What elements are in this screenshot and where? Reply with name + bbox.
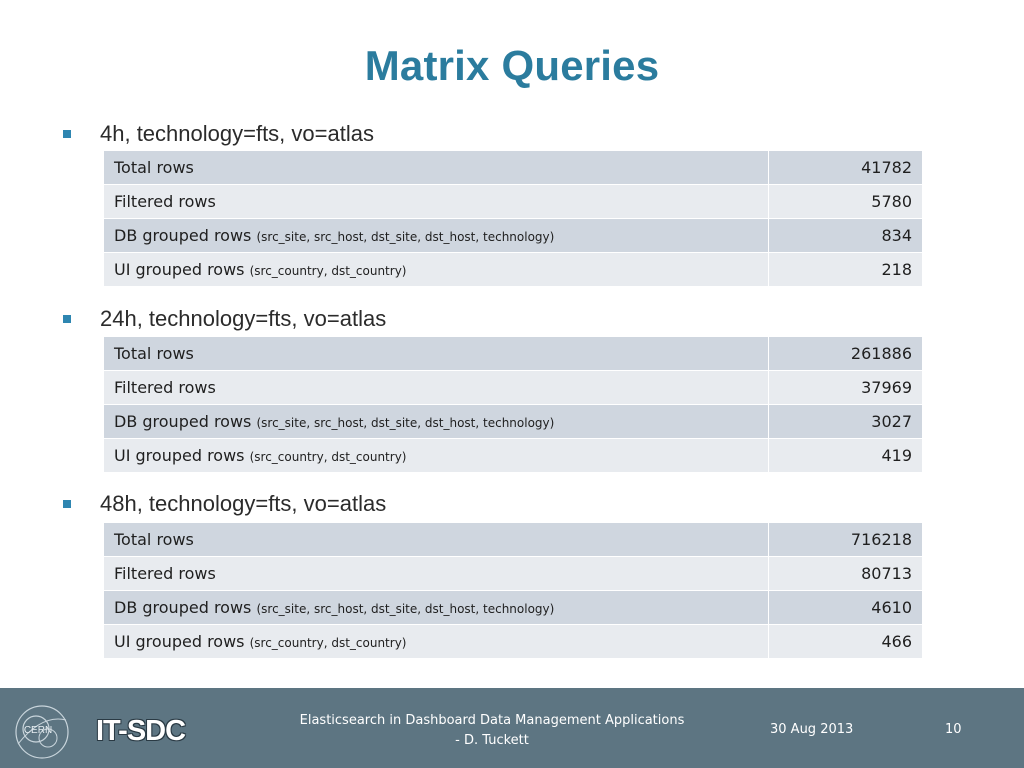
row-value: 4610 — [768, 590, 923, 625]
table-row: DB grouped rows (src_site, src_host, dst… — [103, 218, 923, 253]
row-detail: (src_site, src_host, dst_site, dst_host,… — [256, 416, 555, 430]
row-detail: (src_country, dst_country) — [249, 450, 407, 464]
row-value: 5780 — [768, 184, 923, 219]
footer-author: - D. Tuckett — [455, 733, 529, 748]
row-label-cell: Filtered rows — [103, 556, 769, 591]
cern-logo-icon: CERN — [15, 705, 69, 759]
section-heading: 4h, technology=fts, vo=atlas — [100, 121, 374, 146]
table-row: Filtered rows 80713 — [103, 556, 923, 591]
cern-logo-text: CERN — [24, 725, 52, 736]
row-detail: (src_site, src_host, dst_site, dst_host,… — [256, 602, 555, 616]
row-label-cell: DB grouped rows (src_site, src_host, dst… — [103, 590, 769, 625]
table-row: UI grouped rows (src_country, dst_countr… — [103, 624, 923, 659]
row-label: Filtered rows — [114, 564, 216, 583]
row-label: DB grouped rows — [114, 598, 252, 617]
row-label-cell: UI grouped rows (src_country, dst_countr… — [103, 624, 769, 659]
row-label: UI grouped rows — [114, 260, 245, 279]
page-number: 10 — [945, 722, 962, 737]
row-label: Filtered rows — [114, 378, 216, 397]
row-label: Filtered rows — [114, 192, 216, 211]
section-heading: 48h, technology=fts, vo=atlas — [100, 491, 387, 516]
stats-table: Total rows 261886 Filtered rows 37969 DB… — [103, 336, 923, 473]
row-label-cell: Total rows — [103, 150, 769, 185]
row-label: UI grouped rows — [114, 446, 245, 465]
table-row: UI grouped rows (src_country, dst_countr… — [103, 252, 923, 287]
row-label-cell: DB grouped rows (src_site, src_host, dst… — [103, 404, 769, 439]
row-value: 261886 — [768, 336, 923, 371]
row-label-cell: Filtered rows — [103, 184, 769, 219]
row-value: 716218 — [768, 522, 923, 557]
table-row: Total rows 716218 — [103, 522, 923, 557]
footer-presentation-info: Elasticsearch in Dashboard Data Manageme… — [272, 711, 712, 751]
slide-footer: CERN IT-SDC Elasticsearch in Dashboard D… — [0, 688, 1024, 768]
row-label: Total rows — [114, 530, 194, 549]
row-value: 419 — [768, 438, 923, 473]
row-detail: (src_site, src_host, dst_site, dst_host,… — [256, 230, 555, 244]
table-row: UI grouped rows (src_country, dst_countr… — [103, 438, 923, 473]
slide-title: Matrix Queries — [364, 42, 660, 89]
square-bullet-icon — [63, 500, 71, 508]
row-value: 41782 — [768, 150, 923, 185]
row-value: 218 — [768, 252, 923, 287]
table-row: Filtered rows 5780 — [103, 184, 923, 219]
row-label: Total rows — [114, 158, 194, 177]
row-label-cell: DB grouped rows (src_site, src_host, dst… — [103, 218, 769, 253]
row-value: 3027 — [768, 404, 923, 439]
square-bullet-icon — [63, 315, 71, 323]
row-label-cell: Total rows — [103, 336, 769, 371]
stats-table: Total rows 41782 Filtered rows 5780 DB g… — [103, 150, 923, 287]
table-row: DB grouped rows (src_site, src_host, dst… — [103, 404, 923, 439]
row-label-cell: UI grouped rows (src_country, dst_countr… — [103, 438, 769, 473]
row-label-cell: UI grouped rows (src_country, dst_countr… — [103, 252, 769, 287]
row-value: 834 — [768, 218, 923, 253]
table-row: Filtered rows 37969 — [103, 370, 923, 405]
row-detail: (src_country, dst_country) — [249, 636, 407, 650]
row-label: DB grouped rows — [114, 412, 252, 431]
table-row: DB grouped rows (src_site, src_host, dst… — [103, 590, 923, 625]
group-name: IT-SDC — [96, 715, 186, 747]
row-value: 80713 — [768, 556, 923, 591]
row-label: Total rows — [114, 344, 194, 363]
table-row: Total rows 261886 — [103, 336, 923, 371]
footer-date: 30 Aug 2013 — [770, 722, 854, 737]
stats-table: Total rows 716218 Filtered rows 80713 DB… — [103, 522, 923, 659]
row-label-cell: Filtered rows — [103, 370, 769, 405]
section-heading: 24h, technology=fts, vo=atlas — [100, 306, 387, 331]
row-label: UI grouped rows — [114, 632, 245, 651]
row-value: 37969 — [768, 370, 923, 405]
row-detail: (src_country, dst_country) — [249, 264, 407, 278]
footer-title: Elasticsearch in Dashboard Data Manageme… — [299, 713, 685, 728]
square-bullet-icon — [63, 130, 71, 138]
table-row: Total rows 41782 — [103, 150, 923, 185]
row-label-cell: Total rows — [103, 522, 769, 557]
row-value: 466 — [768, 624, 923, 659]
row-label: DB grouped rows — [114, 226, 252, 245]
